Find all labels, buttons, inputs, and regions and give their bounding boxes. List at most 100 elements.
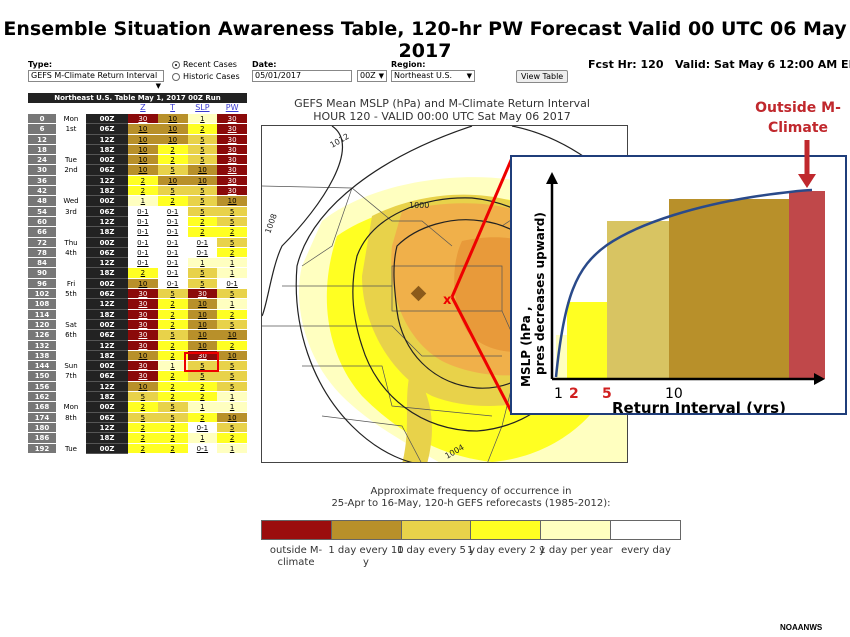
value-cell[interactable]: 30: [128, 289, 158, 300]
value-cell[interactable]: 2: [157, 350, 188, 362]
value-cell[interactable]: 0-1: [128, 258, 158, 269]
value-cell[interactable]: 0-1: [157, 258, 188, 269]
value-cell[interactable]: 30: [128, 309, 158, 320]
value-cell[interactable]: 10: [128, 165, 158, 176]
value-cell[interactable]: 0-1: [187, 247, 218, 259]
value-cell[interactable]: 5: [217, 289, 247, 300]
cycle-select[interactable]: 00Z ▼: [357, 70, 387, 82]
value-cell[interactable]: 0-1: [157, 278, 188, 290]
value-cell[interactable]: 1: [217, 258, 247, 269]
value-cell[interactable]: 5: [217, 381, 247, 393]
value-cell[interactable]: 1: [217, 392, 247, 403]
value-cell[interactable]: 2: [157, 340, 188, 351]
value-cell[interactable]: 5: [157, 289, 188, 300]
value-cell[interactable]: 5: [217, 361, 247, 372]
value-cell[interactable]: 2: [157, 443, 188, 454]
value-cell[interactable]: 30: [128, 361, 158, 372]
value-cell[interactable]: 10: [157, 175, 188, 187]
value-cell[interactable]: 10: [128, 155, 158, 166]
value-cell[interactable]: 2: [187, 412, 218, 423]
type-select[interactable]: GEFS M-Climate Return Interval ▼: [28, 70, 164, 90]
value-cell[interactable]: 0-1: [187, 422, 218, 434]
value-cell[interactable]: 2: [157, 392, 188, 403]
value-cell[interactable]: 2: [157, 371, 188, 382]
value-cell[interactable]: 10: [128, 381, 158, 393]
value-cell[interactable]: 5: [187, 278, 218, 290]
col-header-z[interactable]: Z: [140, 103, 146, 112]
value-cell[interactable]: 0-1: [187, 237, 218, 248]
value-cell[interactable]: 5: [157, 412, 188, 423]
value-cell[interactable]: 10: [217, 412, 247, 423]
value-cell[interactable]: 30: [128, 114, 158, 125]
value-cell[interactable]: 2: [128, 268, 158, 279]
value-cell[interactable]: 1: [217, 268, 247, 279]
col-header-slp[interactable]: SLP: [195, 103, 210, 112]
value-cell[interactable]: 0-1: [128, 247, 158, 259]
value-cell[interactable]: 5: [217, 206, 247, 217]
value-cell[interactable]: 10: [157, 124, 188, 135]
value-cell[interactable]: 0-1: [157, 227, 188, 238]
value-cell[interactable]: 30: [128, 371, 158, 382]
value-cell[interactable]: 0-1: [187, 443, 218, 454]
value-cell[interactable]: 2: [217, 309, 247, 320]
value-cell[interactable]: 2: [128, 186, 158, 197]
value-cell[interactable]: 1: [217, 402, 247, 413]
value-cell[interactable]: 0-1: [128, 227, 158, 238]
value-cell[interactable]: 10: [128, 134, 158, 145]
value-cell[interactable]: 0-1: [128, 237, 158, 248]
value-cell[interactable]: 10: [217, 330, 247, 341]
value-cell[interactable]: 30: [217, 155, 247, 166]
value-cell[interactable]: 2: [187, 124, 218, 135]
value-cell[interactable]: 0-1: [157, 268, 188, 279]
value-cell[interactable]: 1: [187, 114, 218, 125]
view-table-button[interactable]: View Table: [516, 70, 569, 83]
value-cell[interactable]: 1: [187, 433, 218, 444]
value-cell[interactable]: 10: [128, 124, 158, 135]
value-cell[interactable]: 5: [217, 319, 247, 331]
value-cell[interactable]: 2: [217, 247, 247, 259]
value-cell[interactable]: 10: [157, 134, 188, 145]
value-cell[interactable]: 5: [187, 144, 218, 156]
value-cell[interactable]: 5: [187, 371, 218, 382]
value-cell[interactable]: 2: [128, 402, 158, 413]
value-cell[interactable]: 10: [187, 309, 218, 320]
col-header-pw[interactable]: PW: [225, 103, 239, 112]
value-cell[interactable]: 10: [187, 165, 218, 176]
value-cell[interactable]: 2: [217, 340, 247, 351]
value-cell[interactable]: 2: [128, 443, 158, 454]
value-cell[interactable]: 2: [157, 422, 188, 434]
value-cell[interactable]: 30: [128, 319, 158, 331]
value-cell[interactable]: 5: [217, 371, 247, 382]
value-cell[interactable]: 30: [128, 340, 158, 351]
value-cell[interactable]: 10: [187, 175, 218, 187]
value-cell[interactable]: 10: [128, 350, 158, 362]
value-cell[interactable]: 2: [187, 392, 218, 403]
value-cell[interactable]: 5: [157, 330, 188, 341]
value-cell[interactable]: 1: [217, 443, 247, 454]
value-cell[interactable]: 10: [187, 340, 218, 351]
value-cell[interactable]: 10: [187, 330, 218, 341]
value-cell[interactable]: 0-1: [128, 206, 158, 217]
value-cell[interactable]: 5: [217, 422, 247, 434]
value-cell[interactable]: 2: [157, 196, 188, 207]
value-cell[interactable]: 2: [187, 216, 218, 228]
value-cell[interactable]: 5: [157, 186, 188, 197]
value-cell[interactable]: 10: [187, 299, 218, 310]
value-cell[interactable]: 2: [157, 381, 188, 393]
value-cell[interactable]: 5: [128, 412, 158, 423]
value-cell[interactable]: 5: [187, 186, 218, 197]
radio-recent-cases[interactable]: Recent Cases: [172, 60, 237, 69]
date-input[interactable]: 05/01/2017: [252, 70, 352, 82]
value-cell[interactable]: 10: [217, 196, 247, 207]
value-cell[interactable]: 30: [217, 186, 247, 197]
value-cell[interactable]: 0-1: [128, 216, 158, 228]
value-cell[interactable]: 2: [187, 381, 218, 393]
value-cell[interactable]: 1: [157, 361, 188, 372]
value-cell[interactable]: 1: [128, 196, 158, 207]
value-cell[interactable]: 30: [217, 114, 247, 125]
value-cell[interactable]: 5: [217, 237, 247, 248]
value-cell[interactable]: 2: [157, 155, 188, 166]
value-cell[interactable]: 2: [128, 175, 158, 187]
value-cell[interactable]: 10: [217, 350, 247, 362]
value-cell[interactable]: 10: [128, 278, 158, 290]
